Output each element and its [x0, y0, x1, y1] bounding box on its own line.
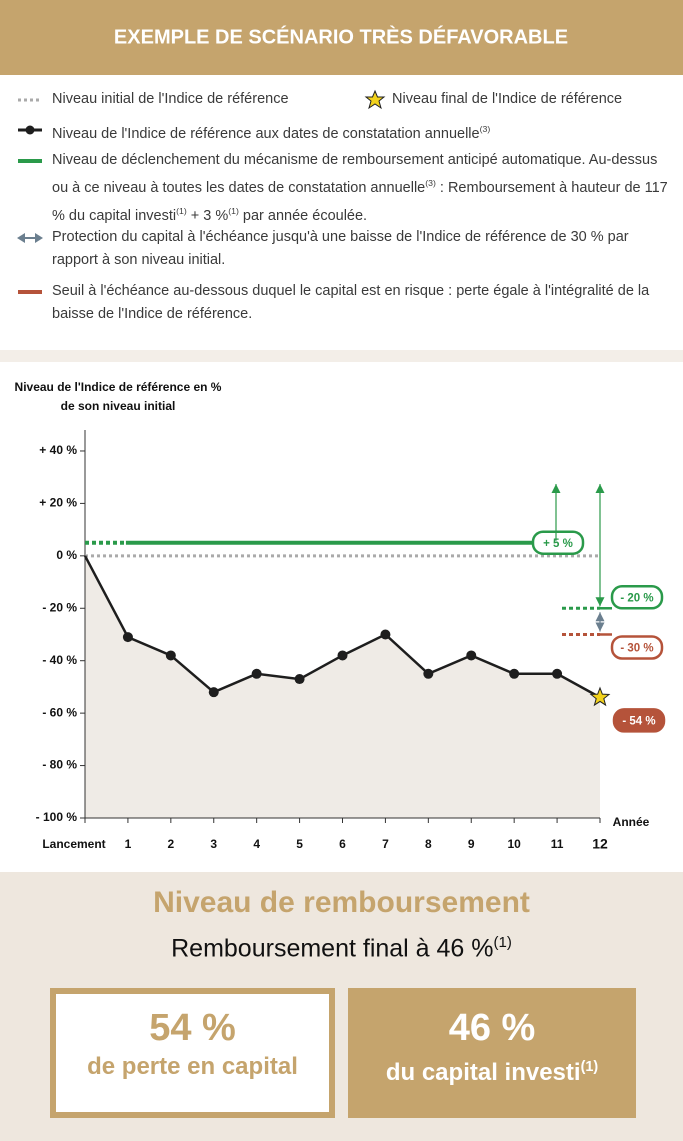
y-tick-label: + 40 % — [39, 443, 77, 457]
separator — [0, 350, 683, 362]
point — [423, 668, 434, 679]
x-tick-label: 3 — [210, 837, 217, 851]
text: : Remboursement à hauteur de 117 % du ca… — [52, 179, 668, 224]
loss-value: 54 % — [149, 1007, 236, 1049]
legend-text: Niveau final de l'Indice de référence — [392, 88, 672, 111]
summary-title: Niveau de remboursement — [153, 886, 530, 919]
x-tick-label: 12 — [592, 836, 608, 852]
point — [165, 650, 176, 661]
x-tick-label: 2 — [167, 837, 174, 851]
legend-text: Niveau de l'Indice de référence aux date… — [52, 118, 672, 146]
y-axis-title: de son niveau initial — [61, 399, 176, 413]
legend-icon — [364, 89, 386, 110]
point — [509, 668, 520, 679]
summary-box-text: 54 % de perte en capital — [50, 988, 335, 1118]
text: de perte en capital — [87, 1053, 298, 1080]
x-tick-label: 1 — [125, 837, 132, 851]
y-tick-label: 0 % — [56, 548, 77, 562]
repay-value: 46 % — [448, 1007, 536, 1049]
x-tick-label: 10 — [507, 837, 521, 851]
superscript: (3) — [425, 178, 436, 188]
x-tick-label: 6 — [339, 837, 346, 851]
point — [380, 629, 391, 640]
level-label: - 54 % — [622, 715, 655, 727]
text: Protection du capital à l'échéance jusqu… — [52, 229, 629, 268]
text: Seuil à l'échéance au-dessous duquel le … — [52, 283, 650, 322]
x-tick-label: Lancement — [42, 837, 105, 851]
point — [337, 650, 348, 661]
x-tick-label: 5 — [296, 837, 303, 851]
legend-text: Protection du capital à l'échéance jusqu… — [52, 226, 672, 272]
arrow-head — [595, 483, 605, 493]
text: du capital investi — [385, 1059, 581, 1086]
text: Niveau de l'Indice de référence aux date… — [52, 125, 480, 142]
level-label-box — [612, 708, 666, 733]
text: + 3 % — [186, 207, 229, 224]
text: Niveau final de l'Indice de référence — [392, 91, 623, 107]
y-tick-label: - 100 % — [36, 810, 78, 824]
point — [294, 674, 305, 685]
summary-subtitle: Remboursement final à 46 %(1) — [0, 934, 683, 963]
summary-box — [50, 988, 335, 1118]
level-label-box — [610, 635, 664, 660]
superscript: (3) — [479, 124, 491, 134]
y-axis-title: Niveau de l'Indice de référence en % — [15, 380, 222, 394]
header-title: EXEMPLE DE SCÉNARIO TRÈS DÉFAVORABLE — [114, 25, 568, 48]
y-tick-label: - 20 % — [42, 600, 77, 614]
superscript: (1) — [580, 1059, 599, 1075]
arrow-head — [595, 612, 605, 622]
point — [552, 668, 563, 679]
superscript: (1) — [176, 205, 187, 216]
repay-text: du capital investi(1) — [348, 1050, 636, 1090]
level-label-box — [531, 530, 585, 555]
y-tick-label: - 80 % — [42, 758, 77, 772]
legend-text: Seuil à l'échéance au-dessous duquel le … — [52, 280, 672, 326]
chart: Niveau de l'Indice de référence en % de s… — [15, 380, 666, 852]
header-bar — [0, 0, 683, 75]
area — [85, 555, 600, 818]
legend-text: Niveau de déclenchement du mécanisme de … — [52, 149, 672, 228]
x-tick-label: 4 — [253, 837, 260, 851]
level-label-box — [610, 585, 664, 610]
point — [251, 668, 262, 679]
x-tick-label: 8 — [425, 837, 432, 851]
summary-box-text: 46 % du capital investi(1) — [348, 988, 636, 1118]
text: Niveau de déclenchement du mécanisme de … — [52, 152, 658, 196]
x-tick-label: 7 — [382, 837, 389, 851]
x-tick-label: 11 — [551, 837, 564, 851]
summary-box — [348, 988, 636, 1118]
superscript: (1) — [493, 934, 512, 951]
point — [466, 650, 477, 661]
x-axis-title: Année — [613, 815, 650, 829]
arrow-head — [595, 622, 605, 632]
y-tick-label: - 40 % — [42, 653, 77, 667]
legend-icon — [17, 233, 43, 243]
text: Remboursement final à 46 % — [171, 934, 494, 963]
final-star — [589, 686, 611, 707]
legend-text: Niveau initial de l'Indice de référence — [52, 88, 352, 111]
y-tick-label: + 20 % — [39, 496, 77, 510]
arrow-head — [551, 483, 561, 493]
x-tick-label: 9 — [468, 837, 475, 851]
arrow-head — [595, 597, 605, 607]
superscript: (1) — [228, 205, 239, 216]
text: Niveau initial de l'Indice de référence — [52, 91, 289, 107]
legend-icon — [25, 125, 35, 135]
point — [208, 687, 219, 698]
text: par année écoulée. — [238, 207, 368, 224]
y-tick-label: - 60 % — [42, 705, 77, 719]
level-label: + 5 % — [543, 538, 573, 550]
level-label: - 20 % — [620, 592, 653, 604]
point — [122, 632, 133, 643]
level-label: - 30 % — [620, 643, 653, 655]
loss-text: de perte en capital — [50, 1050, 335, 1084]
